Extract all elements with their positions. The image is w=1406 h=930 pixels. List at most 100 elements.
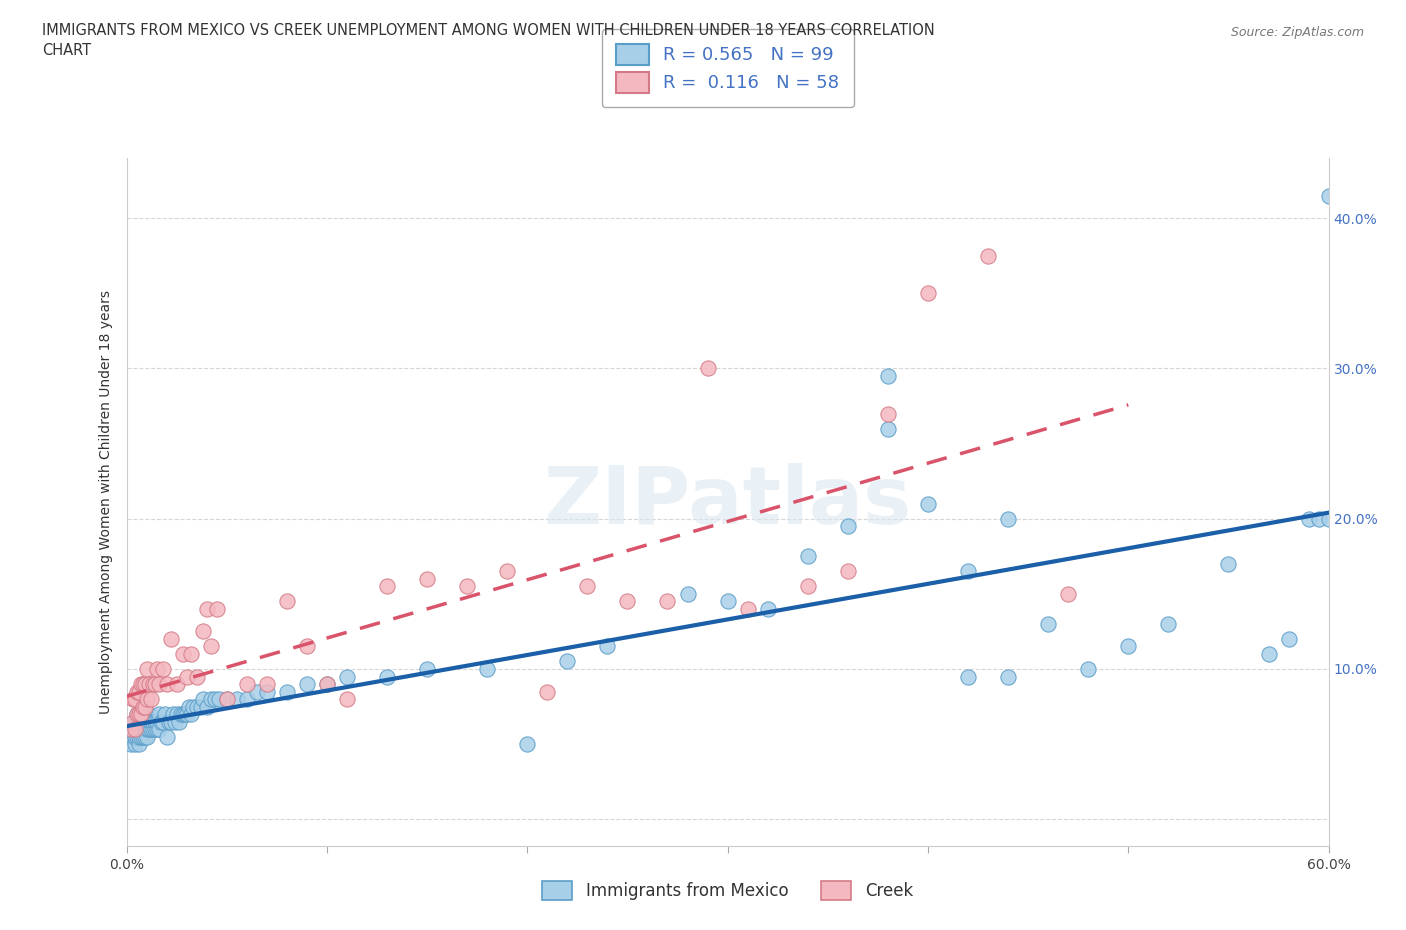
Point <box>167 714 190 729</box>
Y-axis label: Unemployment Among Women with Children Under 18 years: Unemployment Among Women with Children U… <box>100 290 114 714</box>
Point <box>155 677 177 692</box>
Point <box>149 714 172 729</box>
Point <box>155 729 177 744</box>
Point <box>956 669 979 684</box>
Point <box>1317 512 1340 526</box>
Point <box>215 692 238 707</box>
Point <box>557 654 579 669</box>
Point <box>716 594 740 609</box>
Point <box>336 669 359 684</box>
Point <box>696 361 718 376</box>
Point <box>131 729 153 744</box>
Point <box>375 669 398 684</box>
Point <box>172 707 194 722</box>
Point <box>172 646 194 661</box>
Point <box>124 722 146 737</box>
Point <box>416 571 439 586</box>
Point <box>121 714 143 729</box>
Point <box>204 692 226 707</box>
Point <box>124 729 146 744</box>
Point <box>138 722 160 737</box>
Point <box>208 692 231 707</box>
Point <box>997 669 1019 684</box>
Point <box>1218 556 1240 571</box>
Point <box>125 714 148 729</box>
Point <box>295 639 318 654</box>
Point <box>195 699 218 714</box>
Point <box>121 692 143 707</box>
Point <box>135 729 157 744</box>
Point <box>139 722 162 737</box>
Point <box>737 602 759 617</box>
Point <box>138 677 160 692</box>
Point <box>120 737 142 751</box>
Point <box>142 714 165 729</box>
Point <box>180 707 202 722</box>
Text: ZIPatlas: ZIPatlas <box>544 463 911 541</box>
Point <box>956 564 979 578</box>
Point <box>456 578 478 593</box>
Point <box>128 737 150 751</box>
Point <box>176 707 198 722</box>
Point <box>1298 512 1320 526</box>
Point <box>169 707 191 722</box>
Point <box>917 497 939 512</box>
Legend: Immigrants from Mexico, Creek: Immigrants from Mexico, Creek <box>536 874 920 907</box>
Point <box>186 699 208 714</box>
Point <box>134 722 156 737</box>
Point <box>125 707 148 722</box>
Point <box>131 714 153 729</box>
Point <box>176 669 198 684</box>
Point <box>200 639 222 654</box>
Point <box>148 722 170 737</box>
Point <box>138 707 160 722</box>
Point <box>128 684 150 699</box>
Point <box>129 707 152 722</box>
Point <box>516 737 538 751</box>
Point <box>205 602 228 617</box>
Point <box>128 729 150 744</box>
Point <box>129 722 152 737</box>
Point <box>315 677 337 692</box>
Point <box>1308 512 1330 526</box>
Point <box>139 714 162 729</box>
Point <box>125 729 148 744</box>
Point <box>134 699 156 714</box>
Point <box>536 684 558 699</box>
Text: IMMIGRANTS FROM MEXICO VS CREEK UNEMPLOYMENT AMONG WOMEN WITH CHILDREN UNDER 18 : IMMIGRANTS FROM MEXICO VS CREEK UNEMPLOY… <box>42 23 935 58</box>
Point <box>315 677 337 692</box>
Point <box>657 594 679 609</box>
Point <box>163 714 186 729</box>
Point <box>159 714 181 729</box>
Point <box>256 677 278 692</box>
Point <box>173 707 195 722</box>
Text: Source: ZipAtlas.com: Source: ZipAtlas.com <box>1230 26 1364 39</box>
Point <box>152 714 174 729</box>
Point <box>1257 646 1279 661</box>
Point <box>977 248 1000 263</box>
Point <box>131 722 153 737</box>
Point <box>124 714 146 729</box>
Point <box>131 699 153 714</box>
Point <box>142 677 165 692</box>
Point <box>131 677 153 692</box>
Point <box>139 692 162 707</box>
Point <box>676 587 699 602</box>
Point <box>177 699 200 714</box>
Point <box>837 519 859 534</box>
Point <box>276 684 298 699</box>
Point <box>129 729 152 744</box>
Point <box>235 677 259 692</box>
Point <box>496 564 519 578</box>
Point <box>135 692 157 707</box>
Point <box>166 677 188 692</box>
Point <box>1277 631 1299 646</box>
Point <box>576 578 599 593</box>
Point <box>1317 188 1340 203</box>
Point <box>153 707 176 722</box>
Point <box>143 677 166 692</box>
Point <box>124 692 146 707</box>
Point <box>997 512 1019 526</box>
Point <box>134 677 156 692</box>
Point <box>181 699 204 714</box>
